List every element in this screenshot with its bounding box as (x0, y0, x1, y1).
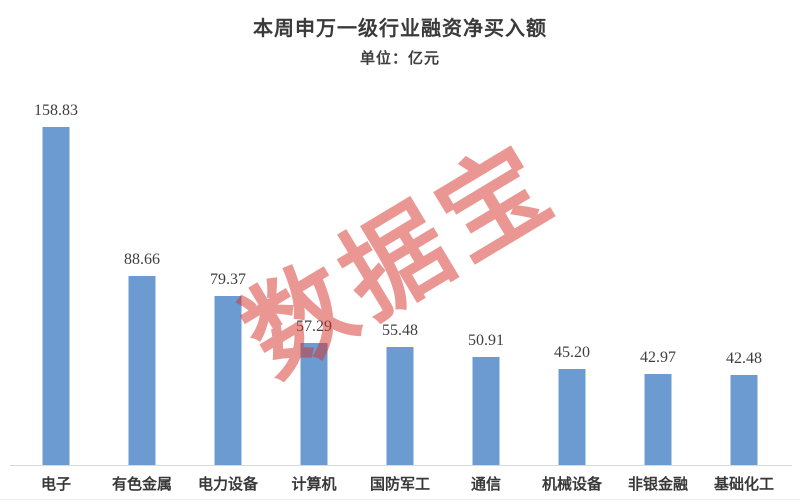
bar-value-label: 158.83 (34, 102, 78, 119)
chart-title: 本周申万一级行业融资净买入额 (253, 18, 547, 40)
category-label: 基础化工 (713, 477, 774, 493)
category-label: 计算机 (291, 477, 337, 493)
category-label: 非银金融 (627, 477, 688, 493)
bar-column: 79.37 (185, 65, 271, 465)
category-label: 通信 (470, 477, 501, 493)
plot-area: 158.83 88.66 79.37 57.29 55.48 50.91 45.20 42.9… (13, 65, 787, 465)
bar-column: 57.29 (271, 65, 357, 465)
bar (644, 374, 672, 465)
category-label: 电力设备 (197, 477, 258, 493)
bar (558, 369, 586, 465)
bar-column: 88.66 (99, 65, 185, 465)
bar-column: 55.48 (357, 65, 443, 465)
category-label: 有色金属 (111, 477, 172, 493)
bar-value-label: 42.97 (640, 349, 676, 366)
bar (300, 343, 328, 465)
category-axis: 电子 有色金属 电力设备 计算机 国防军工 通信 机械设备 非银金融 基础化工 (13, 473, 787, 494)
bar-column: 42.97 (615, 65, 701, 465)
category-label: 电子 (40, 477, 71, 493)
bar (214, 296, 242, 465)
bar-value-label: 42.48 (726, 350, 762, 367)
bottom-divider (0, 499, 800, 500)
category-label: 国防军工 (369, 477, 430, 493)
bar-column: 158.83 (13, 65, 99, 465)
bar-column: 42.48 (701, 65, 787, 465)
bar-value-label: 57.29 (296, 318, 332, 335)
x-axis-line (10, 465, 792, 466)
bar (730, 375, 758, 465)
bar (472, 357, 500, 465)
bar (386, 347, 414, 465)
bar-value-label: 79.37 (210, 271, 246, 288)
bar-column: 45.20 (529, 65, 615, 465)
bar-value-label: 88.66 (124, 251, 160, 268)
chart-subtitle: 单位：亿元 (359, 51, 440, 67)
bar-value-label: 45.20 (554, 344, 590, 361)
bar (42, 127, 70, 465)
bar-value-label: 55.48 (382, 322, 418, 339)
category-label: 机械设备 (541, 477, 602, 493)
bar-column: 50.91 (443, 65, 529, 465)
bar-value-label: 50.91 (468, 332, 504, 349)
bar (128, 276, 156, 465)
